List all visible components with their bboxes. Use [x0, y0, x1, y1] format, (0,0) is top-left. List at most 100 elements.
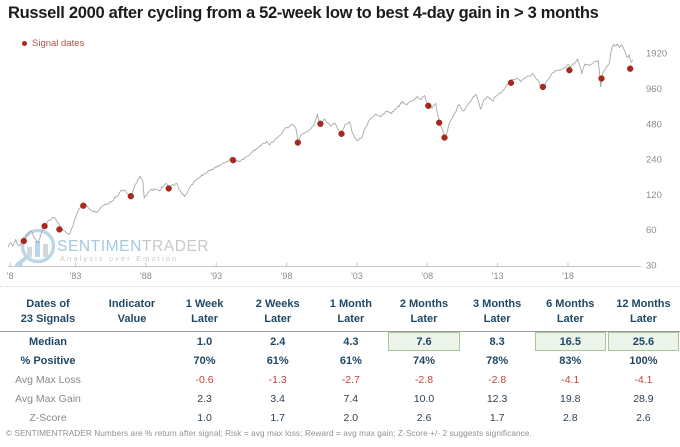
signal-date-marker [41, 222, 48, 230]
signal-date-marker [436, 119, 443, 126]
header-line: 2 Months [399, 297, 449, 310]
value-cell: 10.0 [413, 392, 435, 405]
value-cell: 2.8 [562, 411, 578, 424]
value-cell: 61% [266, 354, 289, 367]
x-axis-tick-label: '88 [140, 271, 152, 281]
stats-table: Dates of 23 Signals Indicator Value 1 Week La… [0, 286, 680, 427]
y-axis-tick-label: 240 [646, 155, 662, 166]
signal-date-marker [598, 75, 605, 82]
value-cell: 16.5 [534, 332, 606, 351]
indicator-value-cell [96, 351, 168, 370]
value-cell: 70% [193, 354, 216, 367]
value-cell: 2.4 [270, 335, 286, 348]
signal-date-marker [80, 202, 87, 209]
value-cell: 7.4 [343, 392, 359, 405]
header-line: Dates of [26, 297, 70, 310]
row-label: Avg Max Loss [15, 373, 81, 386]
signal-date-marker [294, 139, 301, 146]
y-axis-tick-label: 1920 [646, 49, 667, 60]
value-cell: -4.1 [634, 373, 653, 386]
header-line: 1 Month [329, 297, 372, 310]
signal-date-marker [539, 83, 547, 91]
value-cell: 2.0 [343, 411, 359, 424]
value-cell: 83% [559, 354, 582, 367]
price-line [7, 43, 634, 248]
indicator-value-cell [96, 389, 168, 408]
x-axis-tick-label: '93 [210, 271, 222, 281]
signal-date-marker [317, 120, 324, 127]
header-line: Later [556, 312, 584, 325]
y-axis-tick-label: 480 [646, 119, 662, 130]
signal-date-marker [566, 67, 573, 74]
value-cell: 3.4 [270, 392, 286, 405]
table-footnote: © SENTIMENTRADER Numbers are % return af… [6, 429, 532, 438]
signal-date-marker [165, 185, 172, 192]
value-cell: -2.8 [488, 373, 507, 386]
signal-date-marker [56, 226, 63, 233]
indicator-value-cell [96, 408, 168, 427]
x-axis-tick-label: '18 [562, 271, 574, 281]
chart-title: Russell 2000 after cycling from a 52-wee… [8, 4, 599, 22]
signal-date-marker [441, 134, 448, 141]
header-line: Later [483, 312, 511, 325]
value-cell: 8.3 [489, 335, 505, 348]
signal-date-marker [627, 65, 634, 72]
watermark-brand: SENTIMENTRADER [57, 238, 209, 255]
x-axis-tick-label: '8 [7, 271, 14, 281]
y-axis-tick-label: 120 [646, 190, 662, 201]
header-line: 23 Signals [20, 312, 76, 325]
x-axis-tick-label: '13 [492, 271, 504, 281]
col-header-1-month: 1 Month Later [314, 287, 388, 332]
value-cell: 28.9 [633, 392, 654, 405]
header-line: 1 Week [185, 297, 224, 310]
col-header-1-week: 1 Week Later [168, 287, 242, 332]
signal-date-marker [507, 79, 515, 86]
row-label: Z-Score [29, 411, 67, 424]
col-header-2-weeks: 2 Weeks Later [241, 287, 315, 332]
indicator-value-cell [96, 370, 168, 389]
header-line: Later [337, 312, 365, 325]
signal-date-marker [229, 157, 237, 164]
header-line: Later [264, 312, 292, 325]
value-cell: 4.3 [343, 335, 359, 348]
col-header-12-months: 12 Months Later [606, 287, 680, 332]
x-axis-tick-label: '08 [421, 271, 433, 281]
header-line: 3 Months [472, 297, 522, 310]
header-line: 2 Weeks [255, 297, 300, 310]
stats-table-grid: Dates of 23 Signals Indicator Value 1 Week La… [0, 287, 680, 427]
value-cell: -0.6 [195, 373, 214, 386]
header-line: 6 Months [546, 297, 595, 310]
header-line: Indicator [108, 297, 156, 310]
value-cell: 1.0 [197, 411, 212, 424]
watermark-tagline: Analysis over Emotion [60, 254, 178, 263]
col-header-6-months: 6 Months Later [533, 287, 607, 332]
row-label: Median [29, 335, 67, 348]
value-cell: 19.8 [560, 392, 581, 405]
signal-date-marker [20, 237, 27, 245]
value-cell: -2.7 [341, 373, 360, 386]
header-line: 12 Months [616, 297, 671, 310]
value-cell: 100% [629, 354, 658, 367]
col-header-indicator: Indicator Value [96, 287, 168, 332]
col-header-dates: Dates of 23 Signals [0, 287, 96, 332]
signal-date-marker [425, 102, 432, 109]
indicator-value-cell [96, 332, 168, 351]
value-cell: 74% [412, 354, 435, 367]
sentimentrader-watermark [14, 228, 56, 267]
value-cell: 1.0 [196, 335, 213, 348]
value-cell: -4.1 [561, 373, 580, 386]
value-cell: 2.6 [636, 411, 651, 424]
row-label: % Positive [20, 354, 76, 367]
value-cell: 2.6 [416, 411, 432, 424]
y-axis-tick-label: 960 [646, 84, 662, 95]
y-axis-tick-label: 30 [646, 261, 657, 272]
signal-date-marker [338, 130, 345, 137]
legend-signal-dates: Signal dates [22, 38, 84, 49]
header-line: Value [117, 312, 147, 325]
value-cell: 12.3 [486, 392, 508, 405]
value-cell: 1.7 [270, 411, 286, 424]
signal-dot-icon [22, 41, 27, 46]
value-cell: 61% [339, 354, 362, 367]
col-header-3-months: 3 Months Later [460, 287, 534, 332]
